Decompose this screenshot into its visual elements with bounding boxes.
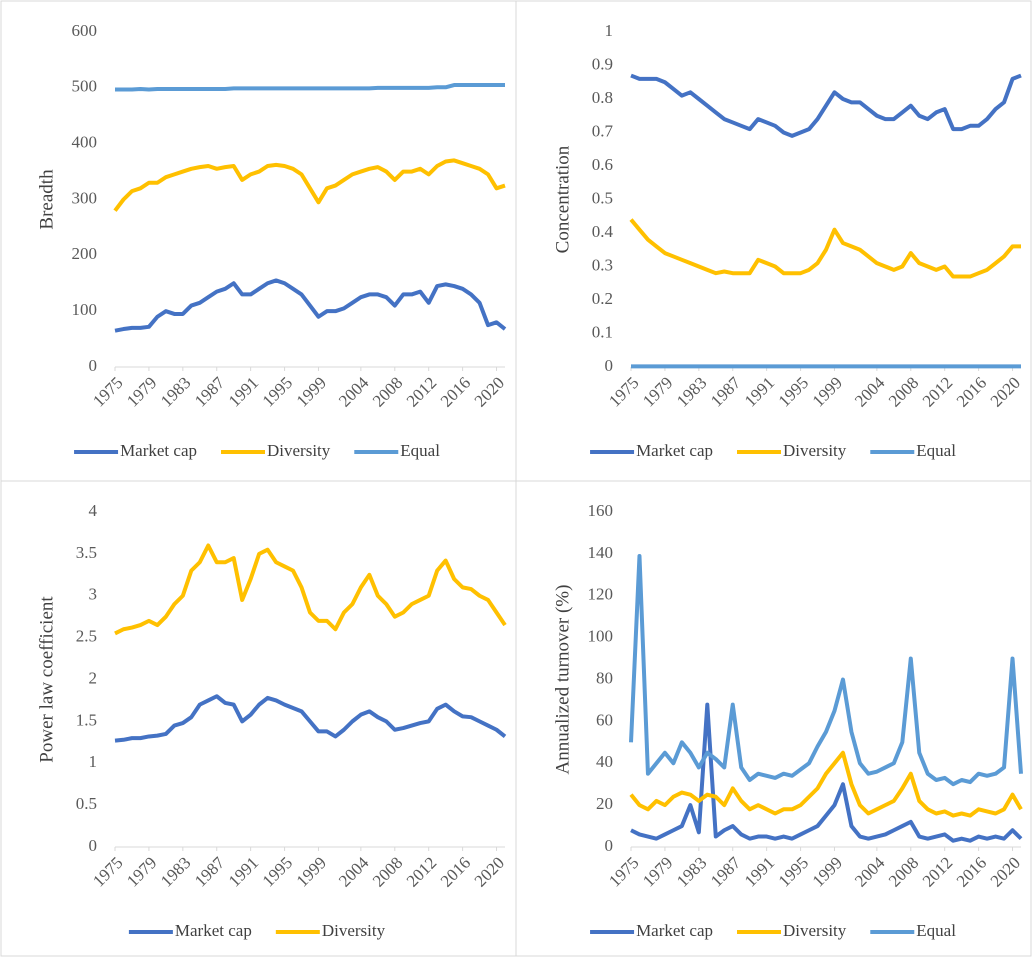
legend-label: Equal [916,921,956,940]
y-tick-label: 80 [596,668,613,687]
y-tick-label: 120 [588,585,614,604]
y-tick-label: 40 [596,752,613,771]
series-line [115,83,505,92]
y-tick-label: 0.2 [592,289,613,308]
legend-label: Equal [400,441,440,460]
y-tick-label: 0.8 [592,88,613,107]
y-tick-label: 0 [89,356,98,375]
legend-label: Market cap [636,441,713,460]
legend-label: Equal [916,441,956,460]
legend-label: Market cap [175,921,252,940]
series-line [114,278,507,333]
y-tick-label: 1 [605,21,614,40]
y-axis-title: Concentration [552,145,573,253]
y-tick-label: 100 [588,627,614,646]
y-tick-label: 600 [72,21,98,40]
y-axis-title: Power law coefficient [36,596,57,763]
y-tick-label: 3 [89,585,98,604]
legend-label: Market cap [636,921,713,940]
y-tick-label: 0.3 [592,255,613,274]
y-tick-label: 0.7 [592,121,614,140]
y-tick-label: 4 [89,501,98,520]
series-line [630,73,1022,138]
y-tick-label: 0.6 [592,155,613,174]
y-axis-title: Annualized turnover (%) [552,585,573,775]
y-tick-label: 20 [596,794,613,813]
y-tick-label: 0.1 [592,322,613,341]
series-line [113,158,506,212]
y-tick-label: 2.5 [76,627,97,646]
y-tick-label: 300 [72,188,98,207]
y-tick-label: 0.5 [592,188,613,207]
y-tick-label: 100 [72,300,98,319]
legend-label: Market cap [120,441,197,460]
series-line [629,750,1023,818]
legend-label: Diversity [783,441,847,460]
y-tick-label: 0.4 [592,222,614,241]
y-tick-label: 2 [89,668,98,687]
y-tick-label: 400 [72,133,98,152]
y-tick-label: 500 [72,77,98,96]
y-tick-label: 0 [605,836,614,855]
y-tick-label: 0 [605,356,614,375]
legend-label: Diversity [783,921,847,940]
y-tick-label: 3.5 [76,543,97,562]
y-tick-label: 140 [588,543,614,562]
y-tick-label: 0.5 [76,794,97,813]
y-tick-label: 1.5 [76,710,97,729]
series-line [629,553,1023,787]
y-tick-label: 160 [588,501,614,520]
series-line [114,543,507,636]
y-tick-label: 0.9 [592,54,613,73]
y-tick-label: 60 [596,710,613,729]
y-tick-label: 200 [72,244,98,263]
y-tick-label: 0 [89,836,98,855]
series-line [629,218,1021,279]
y-tick-label: 1 [89,752,98,771]
series-line [630,702,1023,843]
legend-label: Diversity [267,441,331,460]
legend-label: Diversity [322,921,386,940]
series-line [114,694,507,743]
y-axis-title: Breadth [36,169,57,230]
